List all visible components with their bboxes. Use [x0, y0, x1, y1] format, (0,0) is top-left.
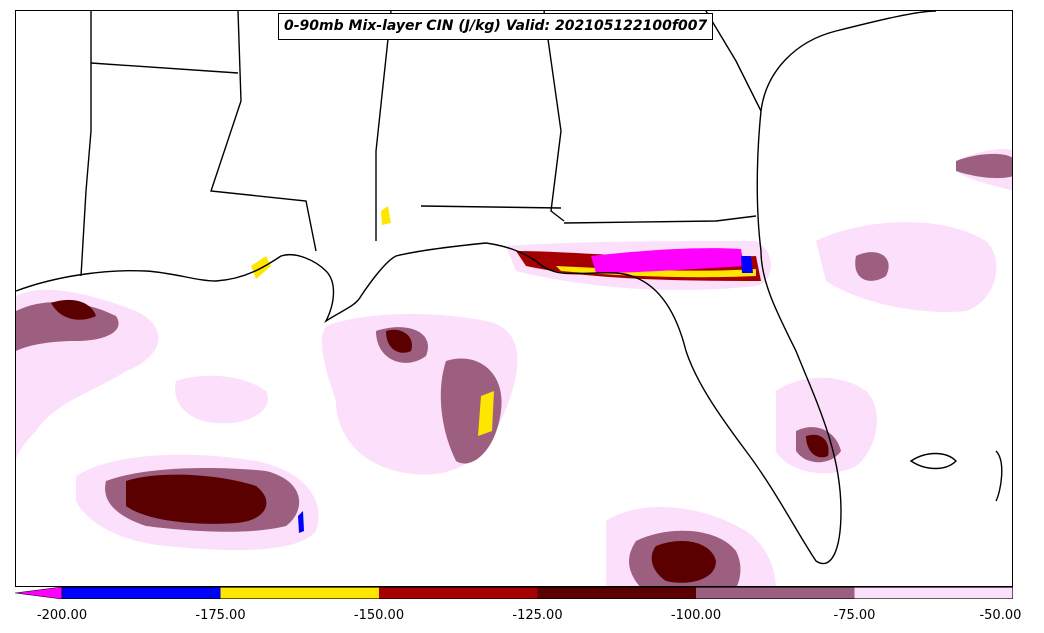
cin-area-mauve: [440, 358, 502, 464]
colorbar-bin-blue: [62, 587, 221, 599]
state-border: [375, 11, 392, 241]
cin-area-blue: [741, 256, 753, 273]
state-border: [420, 205, 562, 209]
state-border: [90, 62, 239, 74]
cin-area-mauve: [956, 154, 1012, 179]
colorbar-tick-label: -175.00: [195, 608, 246, 623]
colorbar-bin-red: [379, 587, 538, 599]
coastline-and-borders: [16, 11, 1003, 565]
cin-area-magenta: [591, 248, 744, 273]
cin-area-yellow: [381, 206, 391, 225]
colorbar: [15, 587, 1013, 599]
state-border: [543, 11, 565, 222]
colorbar-tick-label: -50.00: [979, 608, 1022, 623]
cin-area-darkred: [386, 329, 412, 353]
cin-area-light: [175, 375, 268, 424]
map-title: 0-90mb Mix-layer CIN (J/kg) Valid: 20210…: [278, 13, 714, 40]
gulf-coastline: [16, 11, 937, 565]
colorbar-tick-label: -150.00: [353, 608, 405, 623]
cin-area-light: [816, 222, 997, 312]
cin-area-yellow: [478, 391, 494, 436]
state-border: [210, 11, 317, 252]
island-coast: [995, 450, 1003, 502]
colorbar-tick-label: -75.00: [833, 608, 876, 623]
colorbar-tick-label: -125.00: [512, 608, 563, 623]
colorbar-border: [61, 587, 1013, 599]
colorbar-bin-lightpink: [854, 587, 1013, 599]
cin-area-darkred: [51, 299, 96, 320]
colorbar-extend-arrow: [15, 587, 63, 599]
cin-area-darkred: [651, 541, 716, 583]
cin-area-mauve: [855, 252, 889, 281]
cin-area-darkred: [806, 434, 829, 458]
colorbar-tick-label: -200.00: [36, 608, 88, 623]
state-border: [80, 11, 92, 277]
map-panel: [15, 10, 1013, 587]
colorbar-bin-yellow: [220, 587, 379, 599]
cin-area-darkred: [126, 474, 267, 524]
state-border: [705, 11, 762, 112]
colorbar-tick-label: -100.00: [670, 608, 722, 623]
cin-area-blue: [298, 511, 304, 533]
colorbar-bin-darkred: [537, 587, 696, 599]
colorbar-bin-mauve: [696, 587, 855, 599]
state-border: [563, 215, 757, 224]
island-coast: [909, 452, 957, 470]
cin-map: [16, 11, 1012, 586]
